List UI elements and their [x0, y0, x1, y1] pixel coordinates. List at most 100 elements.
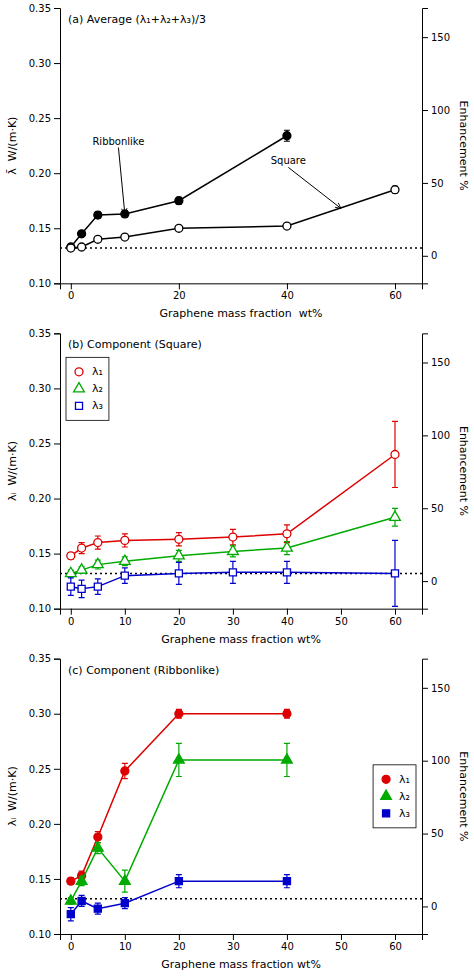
annotation-arrow [118, 148, 124, 214]
error-bar [392, 421, 398, 487]
y-axis: 0.100.150.200.250.300.35 [29, 3, 61, 289]
error-bar [230, 561, 236, 583]
y2-axis-tick: 150 [422, 357, 450, 368]
y-axis-tick-mark [54, 443, 60, 444]
x-axis-tick: 60 [389, 934, 402, 952]
x-axis-tick-label: 40 [281, 941, 294, 952]
marker [119, 555, 130, 564]
legend-swatch [383, 810, 390, 817]
baseline [60, 247, 422, 249]
y-axis-tick: 0.30 [29, 58, 60, 69]
y2-axis-tick: 0 [422, 901, 437, 912]
y-axis-tick: 0.35 [29, 653, 60, 664]
y2-axis-tick-label: 0 [431, 901, 437, 912]
x-axis-tick-label: 10 [119, 941, 132, 952]
error-bar [95, 536, 101, 549]
x-axis-tick-mark [233, 934, 234, 940]
y-axis-tick-label: 0.15 [29, 223, 51, 234]
y2-axis-line [423, 659, 429, 934]
y-axis-tick-label: 0.15 [29, 874, 51, 885]
y-axis-tick-mark [54, 659, 60, 660]
x-axis-tick-mark [341, 934, 342, 940]
figure: 02040600.100.150.200.250.300.35050100150… [0, 0, 474, 976]
error-bar [176, 197, 182, 204]
marker [78, 897, 85, 904]
x-axis-title: Graphene mass fraction wt% [159, 307, 322, 320]
error-bar [122, 763, 128, 778]
x-axis: 0204060 [61, 283, 423, 301]
error-bar [284, 525, 290, 543]
y2-axis-tick: 50 [422, 178, 444, 189]
x-axis-tick: 30 [227, 934, 240, 952]
x-axis: 0102030405060 [61, 934, 423, 952]
y-axis-tick: 0.20 [29, 168, 60, 179]
y-axis-tick: 0.15 [29, 548, 60, 559]
x-axis-tick-mark [395, 283, 396, 289]
marker [76, 564, 87, 573]
y2-axis-tick-mark [422, 834, 428, 835]
y-axis-tick: 0.20 [29, 493, 60, 504]
y-axis-tick: 0.25 [29, 438, 60, 449]
y2-axis-line [423, 334, 429, 609]
legend-swatch [382, 775, 390, 783]
marker [391, 186, 399, 194]
marker [94, 235, 102, 243]
x-axis-tick-label: 60 [389, 290, 402, 301]
x-axis-tick-label: 50 [335, 616, 348, 627]
y2-axis-tick: 0 [422, 576, 437, 587]
x-axis-tick-mark [71, 609, 72, 615]
marker [67, 552, 75, 560]
y-axis-tick-label: 0.25 [29, 438, 51, 449]
y2-axis-tick-mark [422, 110, 428, 111]
y-axis-tick-label: 0.20 [29, 168, 51, 179]
error-bar [284, 561, 290, 583]
y-axis-tick: 0.30 [29, 708, 60, 719]
x-axis-title: Graphene mass fraction wt% [161, 633, 321, 646]
plot-area [60, 130, 422, 252]
y2-axis-title: Enhancement % [457, 101, 470, 191]
series [65, 743, 292, 904]
y-axis-tick-mark [54, 8, 60, 9]
marker [391, 450, 399, 458]
y-axis-title: λ̄ W/(m·K) [6, 117, 19, 175]
marker [173, 754, 184, 763]
y-axis-tick-mark [54, 173, 60, 174]
x-axis-tick: 50 [335, 609, 348, 627]
y2-axis-tick-label: 50 [431, 178, 444, 189]
y2-axis-title: Enhancement % [457, 426, 470, 516]
error-bar [284, 875, 290, 888]
x-axis-tick-label: 20 [173, 616, 186, 627]
marker [229, 533, 237, 541]
legend-label: λ₂ [399, 790, 410, 803]
x-axis-tick-label: 0 [68, 290, 74, 301]
panel: 01020304050600.100.150.200.250.300.35050… [6, 653, 470, 971]
y2-axis-title: Enhancement % [457, 751, 470, 841]
x-axis-tick-mark [287, 609, 288, 615]
y-axis-tick: 0.10 [29, 929, 60, 940]
error-bar [79, 895, 85, 906]
x-axis-tick: 0 [68, 609, 74, 627]
marker [282, 542, 293, 551]
x-axis-tick-mark [395, 609, 396, 615]
x-axis-tick-mark [179, 934, 180, 940]
y-axis-tick-mark [54, 609, 60, 610]
legend-swatch [381, 790, 392, 799]
y2-axis-tick: 150 [422, 683, 450, 694]
marker [283, 878, 290, 885]
marker [228, 545, 239, 554]
y-axis-tick: 0.15 [29, 874, 60, 885]
y-axis-tick-label: 0.35 [29, 328, 51, 339]
error-bar [392, 540, 398, 606]
x-axis-tick: 0 [68, 934, 74, 952]
series-line [71, 190, 395, 248]
marker [121, 233, 129, 241]
marker [391, 570, 398, 577]
marker [175, 710, 183, 718]
legend: λ₁λ₂λ₃ [66, 357, 109, 420]
panel: 01020304050600.100.150.200.250.300.35050… [6, 328, 470, 646]
y-axis-title: λᵢ W/(m·K) [6, 766, 19, 826]
legend-label: λ₁ [92, 365, 103, 378]
error-bar [176, 562, 182, 584]
y-axis-tick-label: 0.30 [29, 58, 51, 69]
baseline [60, 898, 422, 900]
